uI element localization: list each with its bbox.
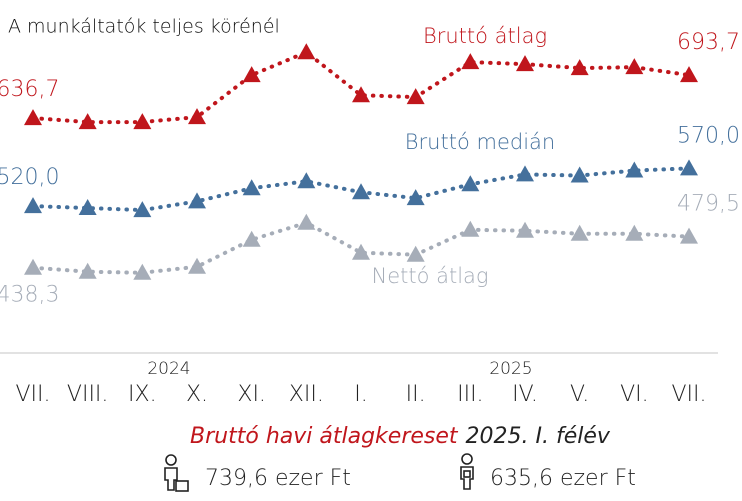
chart-title: A munkáltatók teljes körénél — [8, 16, 280, 38]
footer-title-main: Bruttó havi átlagkereset — [190, 424, 459, 449]
marker — [242, 66, 261, 83]
x-tick-label: III. — [457, 382, 483, 407]
marker — [352, 243, 370, 260]
marker — [570, 59, 589, 76]
x-tick-label: XII. — [289, 382, 324, 407]
male-icon — [164, 454, 189, 492]
marker — [24, 197, 42, 214]
series-label: Bruttó átlag — [423, 24, 547, 48]
marker — [516, 55, 534, 72]
value-label: 438,3 — [0, 283, 59, 308]
marker — [352, 86, 370, 103]
x-tick-label: VII. — [671, 382, 706, 407]
year-label: 2025 — [489, 359, 532, 379]
marker — [570, 224, 589, 241]
x-tick-label: IV. — [512, 382, 538, 407]
value-label: 479,5 — [677, 192, 740, 217]
female-value: 635,6 ezer Ft — [490, 466, 636, 491]
marker — [133, 263, 152, 280]
marker — [406, 245, 425, 262]
marker — [516, 165, 534, 182]
x-tick-label: VII. — [15, 382, 50, 407]
marker — [680, 227, 698, 244]
marker — [461, 220, 480, 237]
x-tick-label: XI. — [237, 382, 266, 407]
value-label: 693,7 — [677, 30, 740, 55]
marker — [242, 230, 261, 247]
x-tick-label: I. — [354, 382, 367, 407]
marker — [352, 183, 370, 200]
marker — [516, 221, 534, 238]
marker — [406, 88, 425, 105]
year-label: 2024 — [147, 359, 190, 379]
marker — [297, 213, 316, 230]
marker — [625, 58, 644, 75]
series-label: Nettó átlag — [371, 264, 488, 288]
marker — [680, 66, 698, 83]
x-tick-label: VI. — [620, 382, 649, 407]
x-tick-label: II. — [406, 382, 426, 407]
male-value: 739,6 ezer Ft — [205, 466, 351, 491]
marker — [188, 192, 206, 209]
marker — [680, 159, 698, 176]
marker — [24, 258, 42, 275]
marker — [78, 199, 97, 216]
marker — [297, 172, 316, 189]
marker — [133, 113, 152, 130]
marker — [625, 161, 644, 178]
marker — [78, 262, 97, 279]
footer-title: Bruttó havi átlagkereset 2025. I. félév — [190, 424, 611, 449]
marker — [406, 189, 425, 206]
marker — [461, 175, 480, 192]
marker — [625, 224, 644, 241]
x-tick-label: VIII. — [67, 382, 109, 407]
series-label: Bruttó medián — [405, 130, 555, 154]
marker — [188, 108, 206, 125]
x-tick-label: X. — [186, 382, 208, 407]
marker — [461, 53, 480, 70]
female-icon — [460, 453, 474, 490]
value-label: 520,0 — [0, 165, 59, 190]
marker — [297, 43, 316, 60]
marker — [188, 257, 206, 274]
marker — [133, 201, 152, 218]
x-tick-label: IX. — [128, 382, 157, 407]
marker — [570, 166, 589, 183]
marker — [242, 179, 261, 196]
x-tick-label: V. — [570, 382, 589, 407]
value-label: 636,7 — [0, 77, 59, 102]
value-label: 570,0 — [677, 123, 740, 148]
marker — [78, 113, 97, 130]
marker — [24, 109, 42, 126]
footer-title-period: 2025. I. félév — [466, 424, 611, 449]
